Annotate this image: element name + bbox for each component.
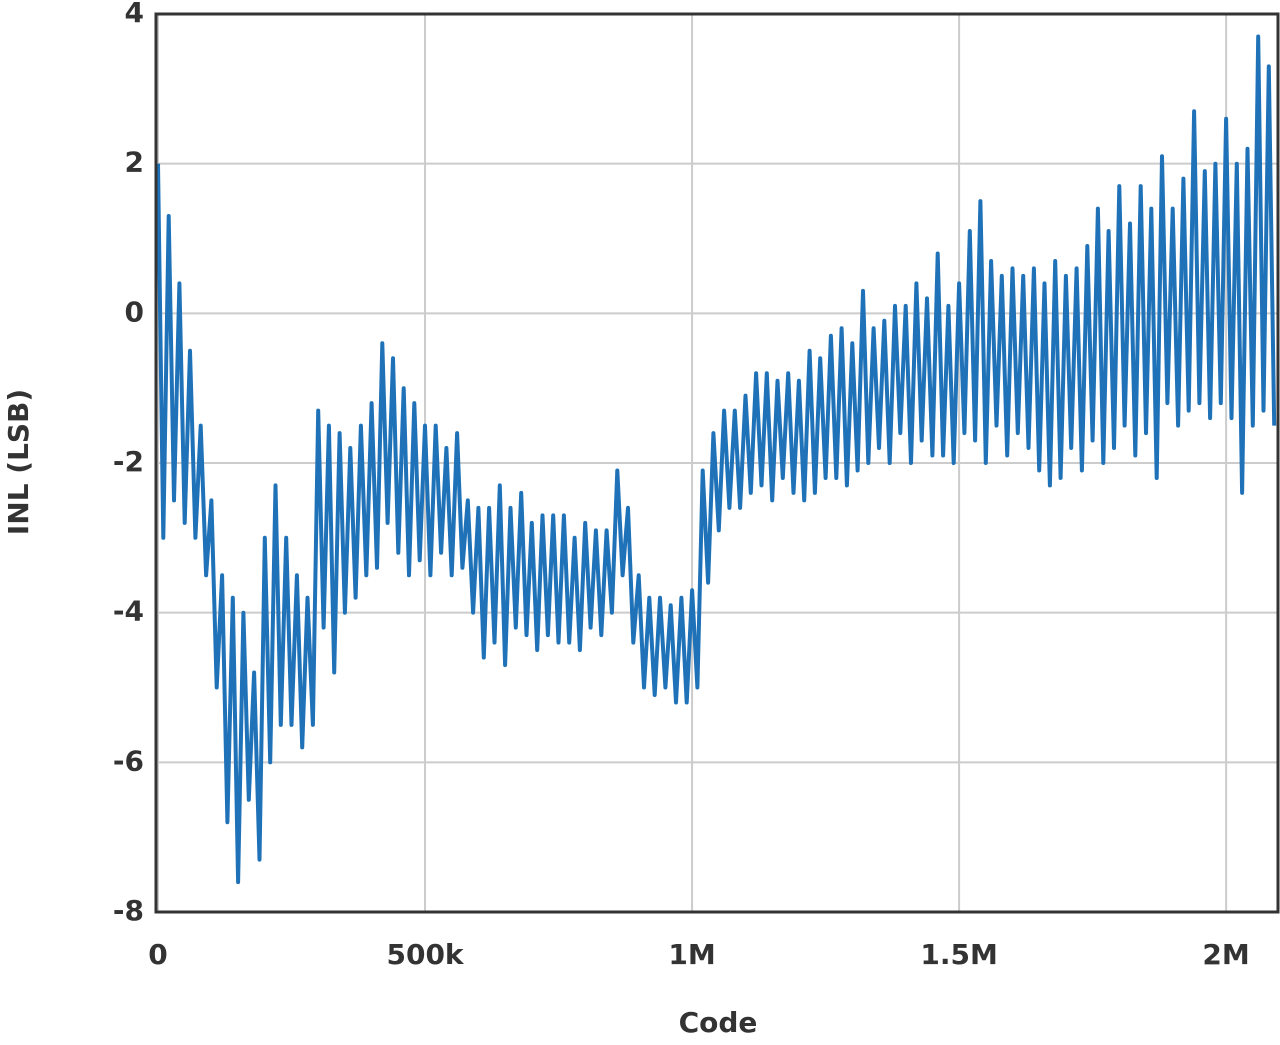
x-axis-label: Code — [679, 1006, 758, 1039]
x-tick-label: 2M — [1202, 938, 1249, 971]
y-tick-label: 2 — [125, 146, 144, 179]
data-line — [156, 34, 1277, 885]
x-tick-label: 1.5M — [920, 938, 997, 971]
x-tick-label: 1M — [668, 938, 715, 971]
y-tick-label: -2 — [113, 445, 144, 478]
y-tick-label: -4 — [113, 595, 144, 628]
y-axis-label: INL (LSB) — [2, 389, 35, 535]
x-tick-label: 0 — [148, 938, 167, 971]
plot-frame — [154, 12, 1280, 914]
y-tick-label: -8 — [113, 894, 144, 927]
y-tick-label: 4 — [125, 0, 144, 29]
x-tick-label: 500k — [386, 938, 464, 971]
y-tick-label: -6 — [113, 744, 144, 777]
y-tick-label: 0 — [125, 295, 144, 328]
